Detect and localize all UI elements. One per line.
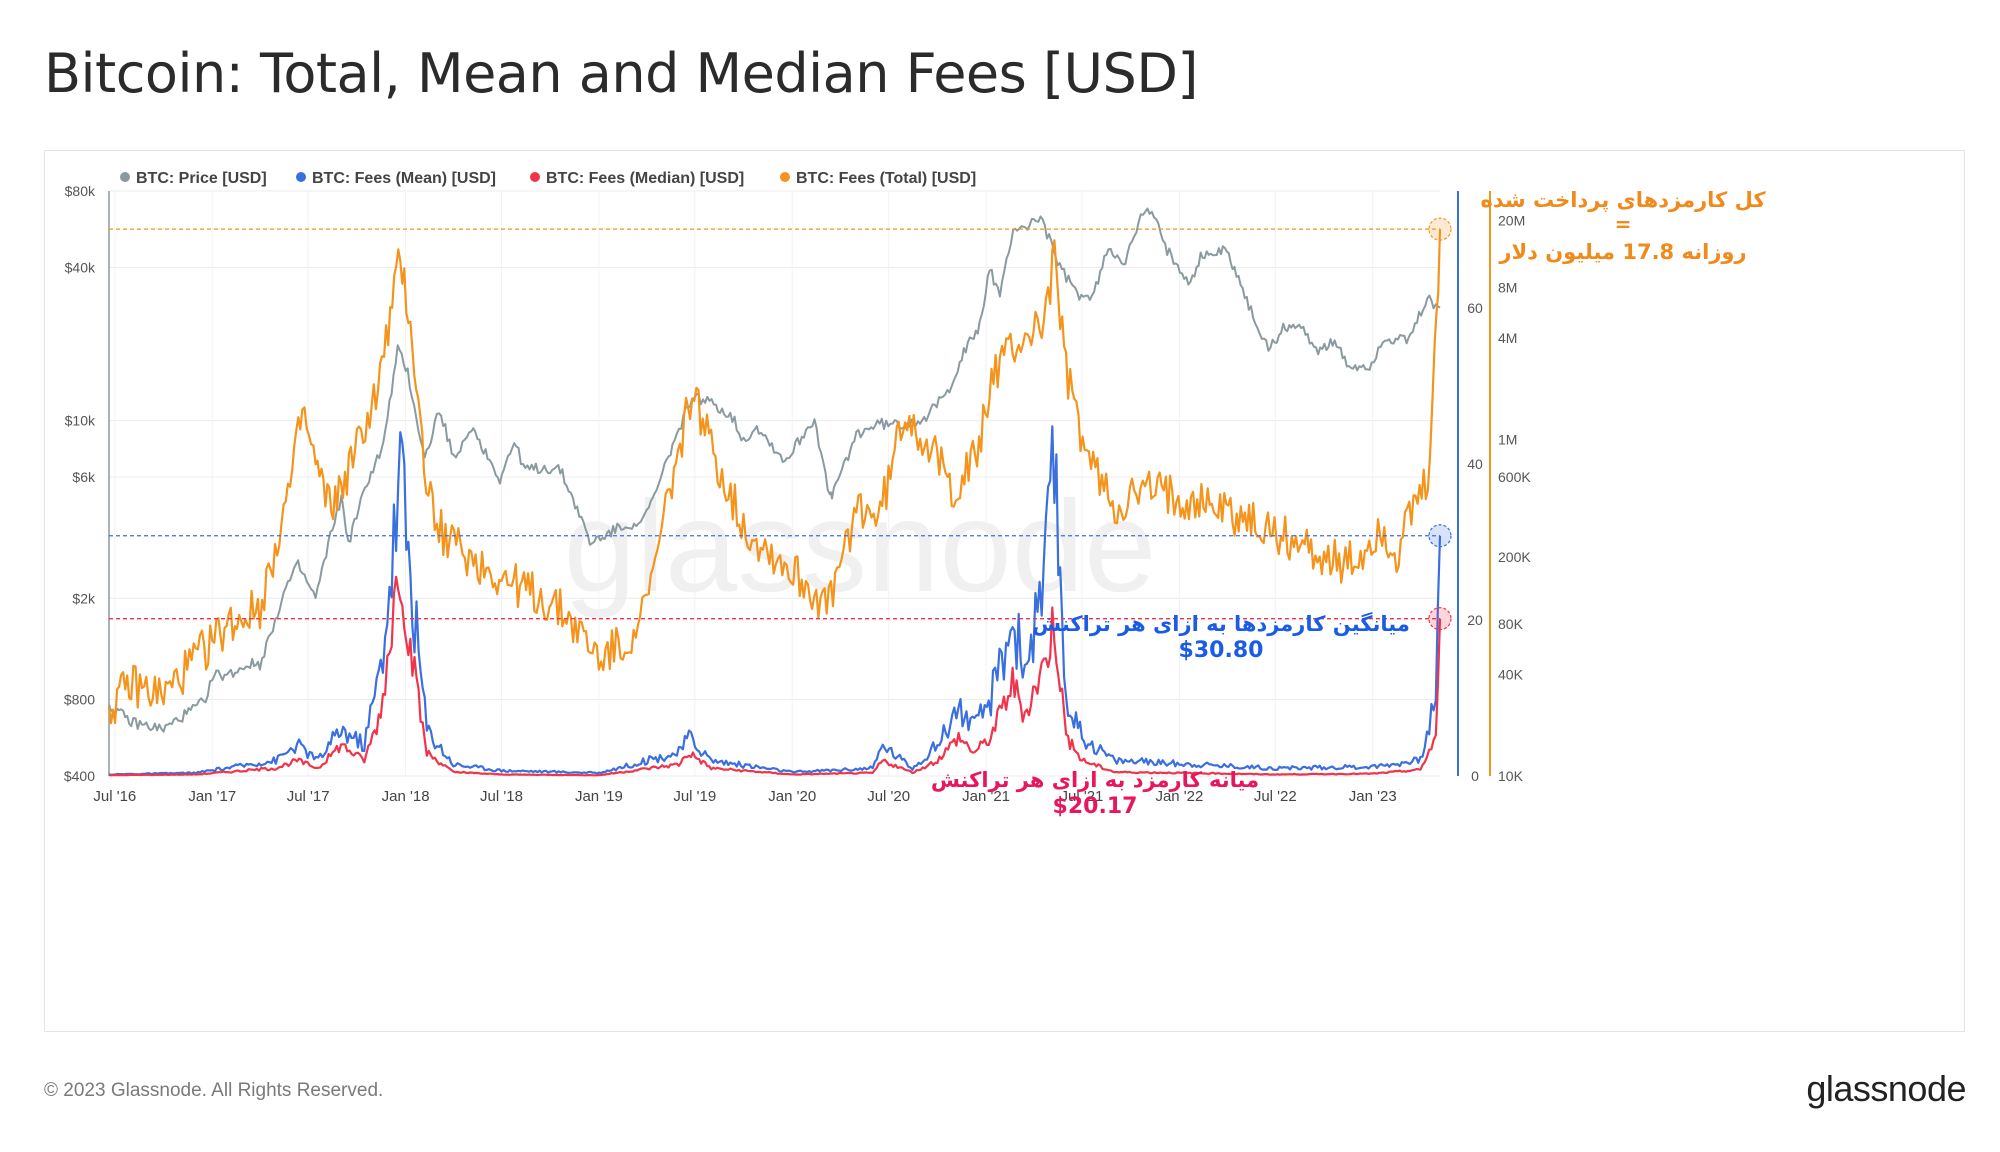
y-mid-tick-label: 20	[1467, 612, 1483, 628]
annotation-median: میانه کارمزد به ازای هر تراکنش $20.17	[931, 768, 1259, 819]
x-tick-label: Jul '21	[1061, 788, 1104, 805]
legend-item-mean[interactable]: BTC: Fees (Mean) [USD]	[296, 170, 496, 187]
legend-dot-total	[780, 172, 790, 182]
footer-copyright: © 2023 Glassnode. All Rights Reserved.	[44, 1080, 384, 1101]
reference-marker-mean	[1428, 524, 1452, 548]
series-line-total	[107, 229, 1442, 725]
chart-panel: glassnode BTC: Price [USD] BTC: Fees (Me…	[44, 150, 1965, 1032]
series-line-median	[108, 575, 1442, 777]
legend-dot-mean	[296, 172, 306, 182]
legend-item-median[interactable]: BTC: Fees (Median) [USD]	[530, 170, 744, 187]
legend-dot-median	[530, 172, 540, 182]
legend-label-mean: BTC: Fees (Mean) [USD]	[312, 170, 496, 187]
footer-logo[interactable]: glassnode	[1806, 1068, 1966, 1109]
series-line-price	[108, 207, 1441, 733]
legend: BTC: Price [USD] BTC: Fees (Mean) [USD] …	[120, 170, 976, 187]
x-tick-label: Jan '23	[1349, 788, 1397, 805]
y-right-tick-label: 1M	[1498, 432, 1517, 448]
reference-marker-median	[1428, 607, 1452, 631]
series-line-mean	[108, 425, 1442, 776]
x-tick-label: Jan '21	[962, 788, 1010, 805]
x-tick-label: Jan '17	[188, 788, 236, 805]
y-left-tick-label: $10k	[65, 413, 96, 429]
legend-item-price[interactable]: BTC: Price [USD]	[120, 170, 267, 187]
y-left-tick-label: $800	[64, 691, 95, 707]
x-tick-label: Jul '16	[93, 788, 136, 805]
annotation-median-label: میانه کارمزد به ازای هر تراکنش	[931, 768, 1259, 792]
y-left-tick-label: $400	[64, 768, 95, 784]
y-right-tick-label: 200K	[1498, 549, 1531, 565]
y-right-tick-label: 20M	[1498, 213, 1525, 229]
x-tick-label: Jul '19	[673, 788, 716, 805]
x-tick-label: Jul '18	[480, 788, 523, 805]
legend-label-median: BTC: Fees (Median) [USD]	[546, 170, 744, 187]
annotation-total-line2: روزانه 17.8 میلیون دلار	[1498, 240, 1746, 264]
legend-dot-price	[120, 172, 130, 182]
y-mid-tick-label: 60	[1467, 300, 1483, 316]
x-tick-label: Jan '20	[768, 788, 816, 805]
x-tick-label: Jan '22	[1155, 788, 1203, 805]
y-right-tick-label: 4M	[1498, 330, 1517, 346]
y-left-tick-label: $80k	[65, 183, 96, 199]
annotation-total: کل کارمزدهای پرداخت شده = روزانه 17.8 می…	[1480, 188, 1766, 264]
legend-label-total: BTC: Fees (Total) [USD]	[796, 170, 976, 187]
annotation-mean-label: میانگین کارمزدها به ازای هر تراکنش	[1032, 611, 1410, 636]
page-title: Bitcoin: Total, Mean and Median Fees [US…	[44, 42, 1198, 105]
annotation-total-line1: کل کارمزدهای پرداخت شده	[1480, 188, 1766, 212]
annotation-total-eq: =	[1615, 212, 1632, 236]
annotation-median-value: $20.17	[1053, 794, 1138, 819]
x-tick-label: Jul '20	[867, 788, 910, 805]
y-mid-tick-label: 0	[1471, 768, 1479, 784]
series-layer	[107, 207, 1442, 777]
y-mid-tick-label: 40	[1467, 456, 1483, 472]
y-right-tick-label: 8M	[1498, 280, 1517, 296]
annotation-mean: میانگین کارمزدها به ازای هر تراکنش $30.8…	[1032, 611, 1410, 663]
x-tick-label: Jan '19	[575, 788, 623, 805]
y-right-tick-label: 600K	[1498, 469, 1531, 485]
x-tick-label: Jul '22	[1254, 788, 1297, 805]
y-right-tick-label: 40K	[1498, 667, 1524, 683]
y-right-tick-label: 80K	[1498, 616, 1524, 632]
x-tick-label: Jul '17	[287, 788, 330, 805]
chart-svg: glassnode BTC: Price [USD] BTC: Fees (Me…	[64, 170, 1766, 819]
reference-marker-total	[1428, 217, 1452, 241]
legend-item-total[interactable]: BTC: Fees (Total) [USD]	[780, 170, 976, 187]
y-right-tick-label: 10K	[1498, 768, 1524, 784]
reference-lines	[109, 217, 1452, 631]
y-left-tick-label: $6k	[72, 469, 96, 485]
y-left-tick-label: $2k	[72, 590, 96, 606]
x-tick-label: Jan '18	[382, 788, 430, 805]
axes: $80k $40k $10k $6k $2k $800 $400 Jul '16 Jan '17…	[64, 183, 1532, 805]
y-left-tick-label: $40k	[65, 260, 96, 276]
annotation-mean-value: $30.80	[1179, 638, 1264, 663]
legend-label-price: BTC: Price [USD]	[136, 170, 267, 187]
